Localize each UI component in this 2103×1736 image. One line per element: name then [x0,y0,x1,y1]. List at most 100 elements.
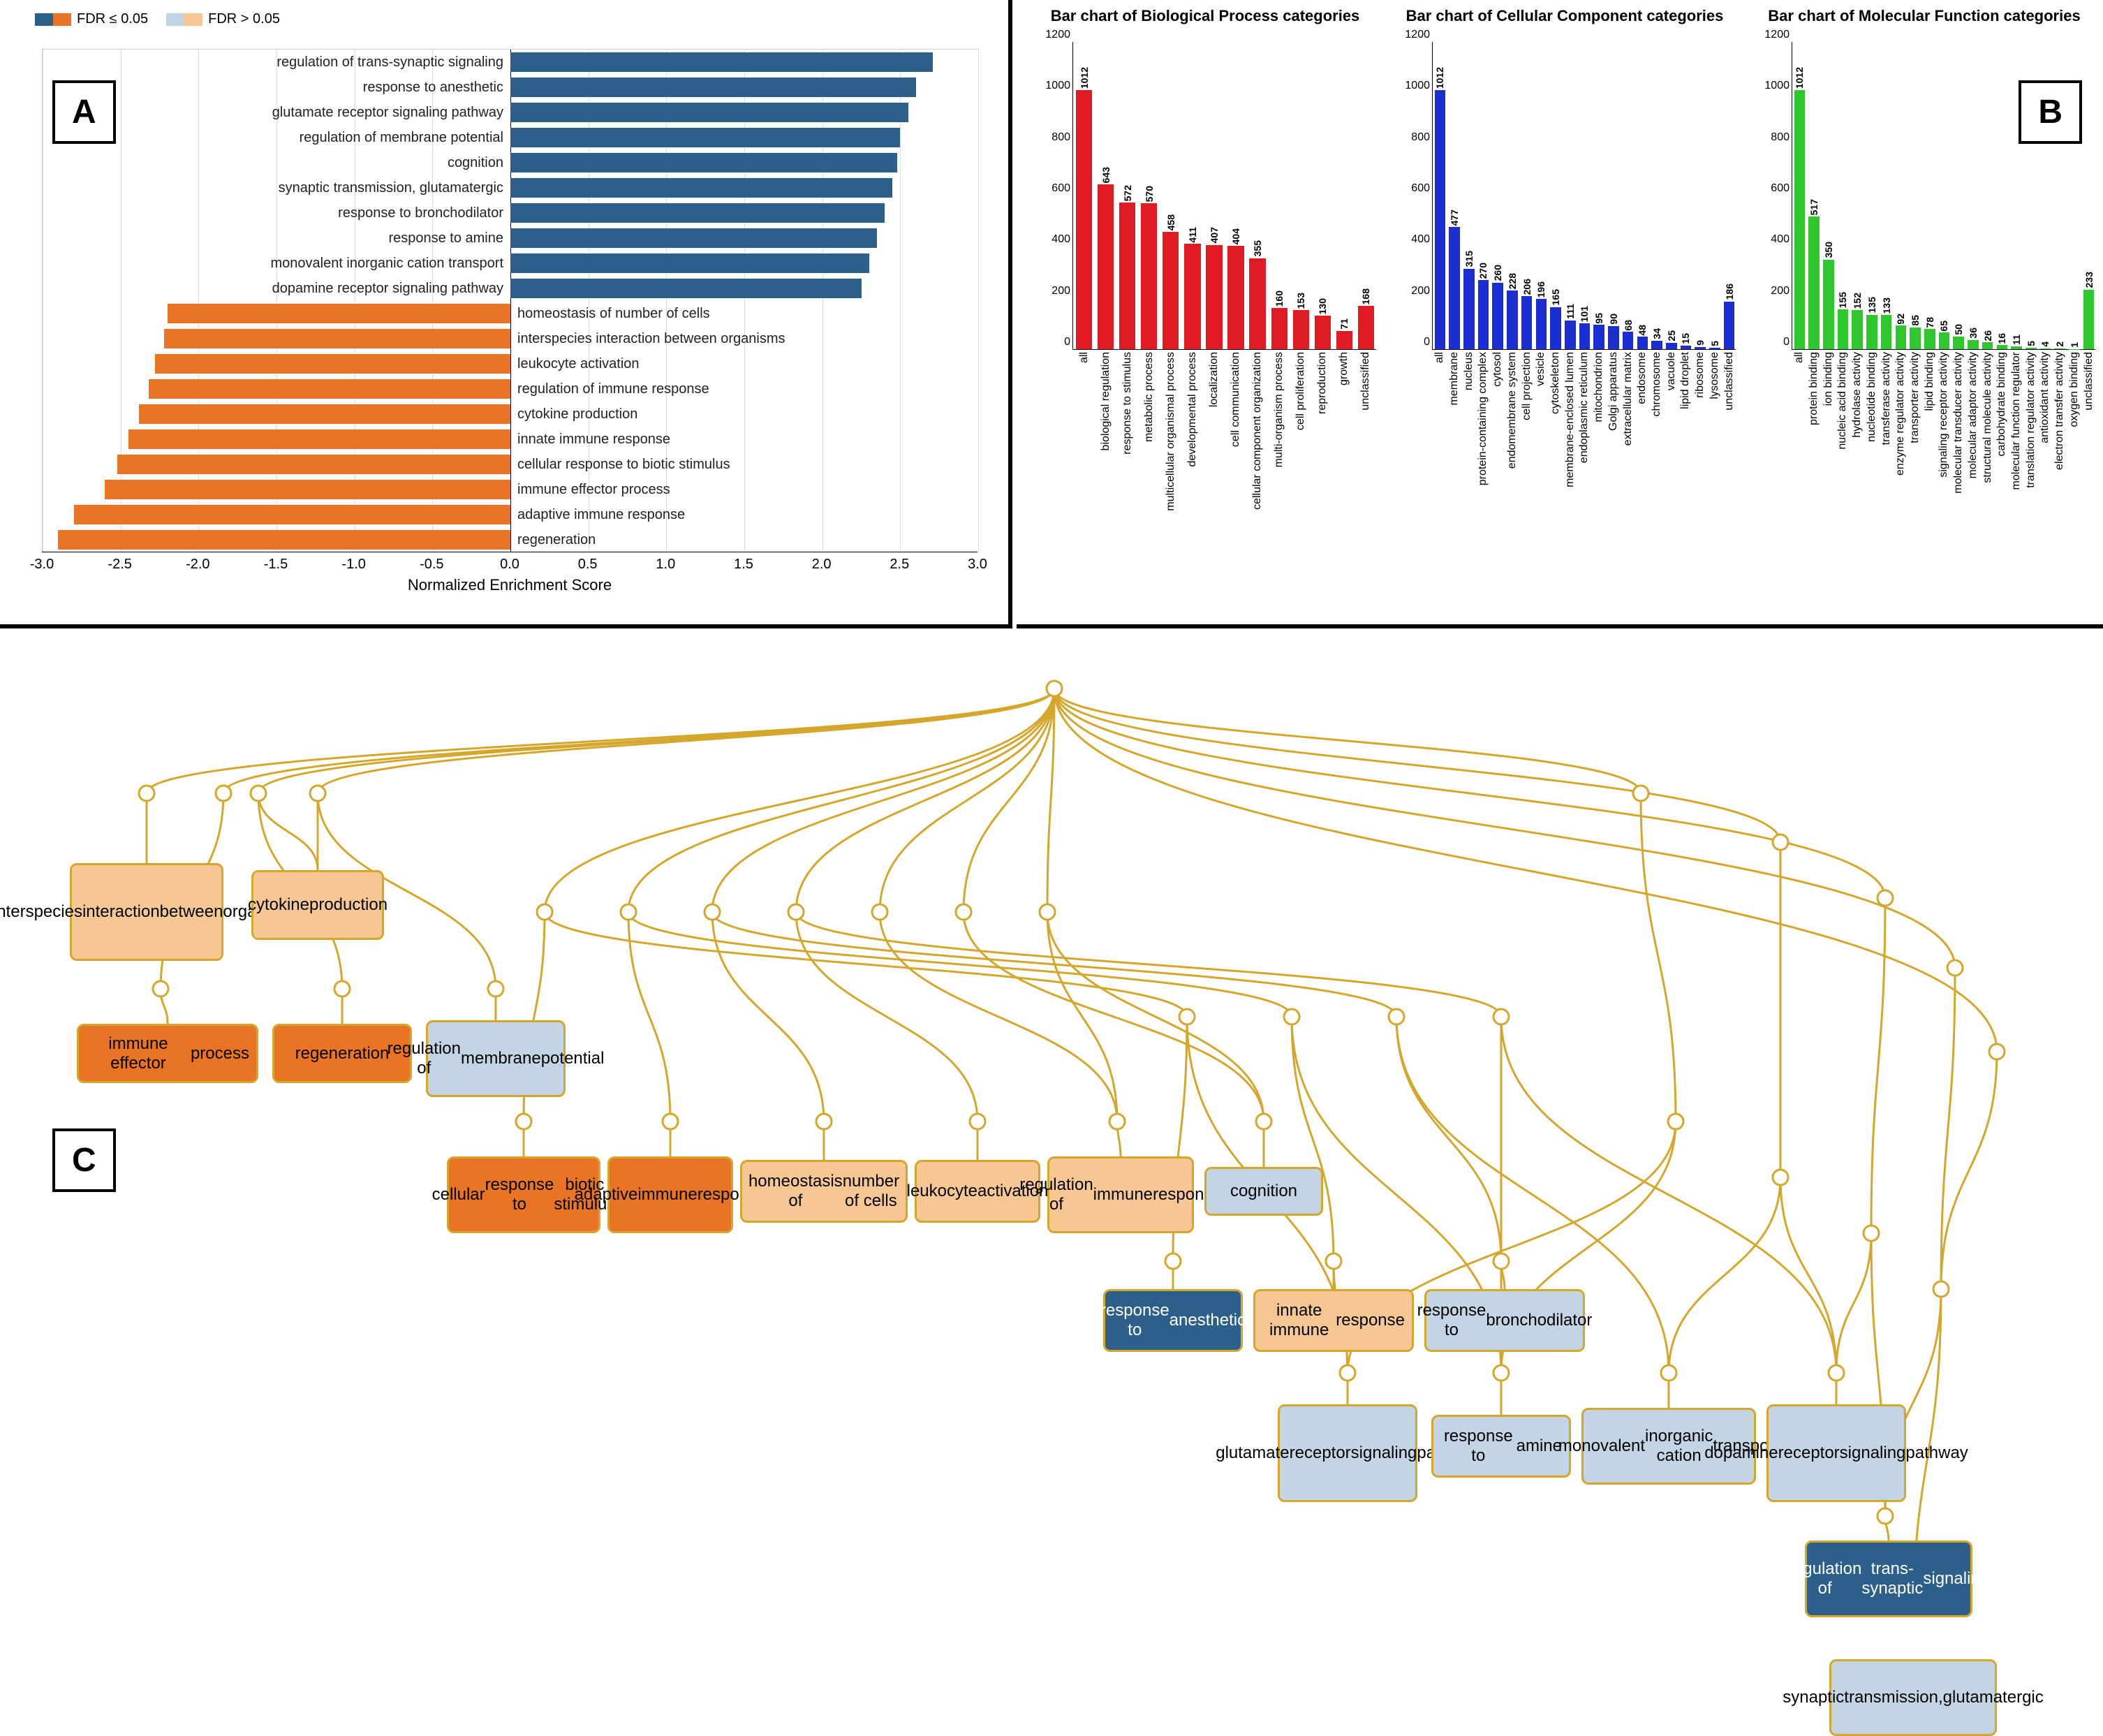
bar-value: 196 [1535,281,1547,297]
bar-value: 85 [1910,315,1921,326]
tree-node: response tobronchodilator [1424,1289,1585,1352]
bar-category: ribosome [1694,352,1706,398]
category-bar: 1012all [1794,90,1806,349]
tree-junction [872,904,887,920]
bar-category: cell projection [1521,352,1533,420]
tree-edge [1054,689,1780,842]
bar-category: enzyme regulator activity [1894,352,1907,476]
bar-category: cellular component organization [1251,352,1264,510]
gridline [276,50,277,552]
bar-value: 1012 [1794,67,1805,89]
bar-value: 260 [1492,265,1503,281]
tree-junction [1933,1281,1949,1297]
bar-value: 95 [1593,313,1604,324]
enrichment-bar-label: cellular response to biotic stimulus [517,455,730,474]
gridline [744,50,745,552]
tree-junction [216,786,231,801]
tree-junction [1165,1253,1181,1269]
enrichment-bar [510,279,862,298]
y-tick: 0 [1424,336,1433,348]
category-bar: 570metabolic process [1141,203,1157,349]
category-bar: 233unclassified [2083,290,2095,349]
enrichment-bar [58,530,510,550]
tree-junction [251,786,266,801]
bar-category: growth [1338,352,1350,385]
bar-value: 404 [1230,228,1241,244]
bar-category: vesicle [1535,352,1547,386]
x-tick: 0.5 [578,557,598,573]
enrichment-bar [139,404,510,424]
bar-category: unclassified [1359,352,1372,411]
y-tick: 1200 [1405,29,1433,41]
bar-value: 1 [2069,342,2080,348]
tree-junction [1829,1365,1844,1381]
tree-junction [1864,1226,1879,1241]
tree-edge [1396,1017,1501,1261]
bar-value: 25 [1666,330,1677,341]
y-tick: 600 [1052,182,1073,195]
bar-value: 36 [1968,328,1979,339]
bar-category: signaling receptor activity [1938,352,1950,478]
category-bar: 85transporter activity [1910,328,1921,349]
enrichment-bar-label: innate immune response [517,429,670,449]
bar-value: 130 [1317,298,1328,314]
bar-value: 34 [1651,328,1662,339]
tree-junction [537,904,552,920]
tree-node: response toanesthetic [1103,1289,1243,1352]
category-bar: 411developmental process [1184,244,1200,349]
bar-value: 153 [1295,293,1306,309]
bar-value: 570 [1144,186,1155,202]
bar-category: nucleus [1463,352,1475,390]
tree-node: interspeciesinteractionbetweenorganisms [70,863,223,961]
category-bar: 25vacuole [1666,343,1677,349]
tree-edge [258,689,1054,793]
enrichment-bar [105,480,510,499]
bar-value: 1012 [1079,67,1090,89]
category-bar: 16carbohydrate binding [1997,345,2008,349]
bar-category: endomembrane system [1506,352,1519,469]
bar-value: 517 [1808,199,1820,215]
bar-category: metabolic process [1143,352,1156,442]
category-bar: 90Golgi apparatus [1608,326,1619,349]
enrichment-bar [510,253,869,273]
enrichment-bar-label: regulation of immune response [517,379,709,399]
bar-value: 1012 [1434,67,1445,89]
category-bar: 270protein-containing complex [1478,280,1489,349]
x-tick: -0.5 [420,557,443,573]
enrichment-bar [510,153,897,172]
subchart: Bar chart of Cellular Component categori… [1390,28,1739,608]
category-bar: 1012all [1076,90,1092,349]
bar-category: transporter activity [1909,352,1921,443]
category-bar: 15lipid droplet [1681,346,1692,350]
category-bar: 228endomembrane system [1507,290,1518,349]
y-tick: 600 [1771,182,1792,195]
hbar-chart: regulation of trans-synaptic signalingre… [42,49,977,580]
subchart-title: Bar chart of Molecular Function categori… [1750,7,2099,25]
bar-category: translation regulator activity [2025,352,2037,488]
bar-value: 206 [1521,279,1533,295]
category-bar: 165cytoskeleton [1550,307,1561,350]
bar-value: 165 [1550,289,1561,305]
tree-edge [1941,968,1955,1289]
x-tick: -1.0 [341,557,365,573]
enrichment-bar-label: cognition [448,153,503,172]
enrichment-bar [510,52,933,72]
enrichment-bar-label: glutamate receptor signaling pathway [272,103,503,122]
bar-value: 133 [1881,297,1892,314]
x-tick: -3.0 [30,557,54,573]
bar-category: carbohydrate binding [1995,352,2008,456]
tree-node: immune effectorprocess [77,1024,258,1083]
tree-node: cognition [1204,1167,1323,1216]
bar-category: molecular transducer activity [1952,352,1965,494]
tree-junction [1109,1114,1125,1129]
category-bar: 643biological regulation [1098,184,1114,349]
tree-junction [1989,1044,2005,1059]
x-tick: 3.0 [968,557,987,573]
x-tick: -2.0 [186,557,209,573]
bar-value: 92 [1895,314,1906,325]
category-bar: 572response to stimulus [1119,203,1135,349]
category-bar: 11molecular function regulator [2011,346,2022,349]
bar-category: biological regulation [1100,352,1112,450]
bar-value: 477 [1449,209,1460,226]
category-bar: 36molecular adaptor activity [1968,340,1979,349]
